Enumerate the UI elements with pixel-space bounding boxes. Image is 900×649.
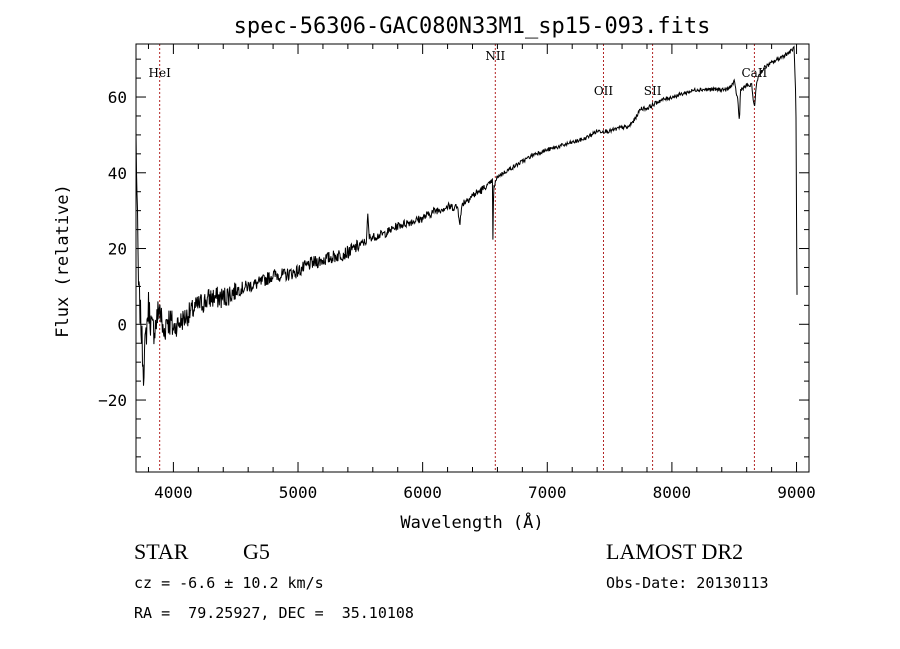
- y-tick-label: 0: [117, 315, 127, 334]
- x-tick-label: 4000: [154, 483, 193, 502]
- y-tick-label: 20: [108, 240, 127, 259]
- spectrum-line: [135, 45, 798, 386]
- observation-date: Obs-Date: 20130113: [606, 574, 769, 592]
- x-axis-label: Wavelength (Å): [400, 511, 543, 533]
- line-marker-label: CaII: [741, 66, 767, 80]
- x-tick-label: 8000: [653, 483, 692, 502]
- line-marker-label: HeI: [149, 66, 172, 80]
- subclass: G5: [243, 539, 270, 564]
- survey-name: LAMOST DR2: [606, 539, 744, 564]
- y-tick-label: 60: [108, 88, 127, 107]
- line-marker-label: OII: [594, 84, 614, 98]
- y-tick-label: 40: [108, 164, 127, 183]
- axis-tick-labels: 4000 5000 6000 7000 8000 9000 −20 0 20 40 60: [98, 88, 816, 502]
- x-tick-label: 5000: [279, 483, 318, 502]
- chart-title: spec-56306-GAC080N33M1_sp15-093.fits: [234, 14, 711, 39]
- line-marker-label: SII: [644, 84, 662, 98]
- plot-frame: [135, 43, 810, 473]
- x-tick-label: 9000: [777, 483, 816, 502]
- series-group: [135, 45, 798, 386]
- y-axis-label: Flux (relative): [53, 184, 73, 338]
- axis-ticks: [136, 44, 809, 472]
- x-tick-label: 6000: [403, 483, 442, 502]
- object-class: STAR: [134, 539, 189, 564]
- y-tick-label: −20: [98, 391, 127, 410]
- line-marker-label: NII: [485, 49, 505, 63]
- x-tick-label: 7000: [528, 483, 567, 502]
- coordinates: RA = 79.25927, DEC = 35.10108: [134, 604, 414, 622]
- line-markers: HeI NII OII SII CaII: [149, 44, 768, 472]
- redshift-velocity: cz = -6.6 ± 10.2 km/s: [134, 574, 324, 592]
